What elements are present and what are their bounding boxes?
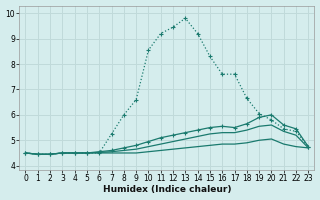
X-axis label: Humidex (Indice chaleur): Humidex (Indice chaleur) <box>103 185 231 194</box>
